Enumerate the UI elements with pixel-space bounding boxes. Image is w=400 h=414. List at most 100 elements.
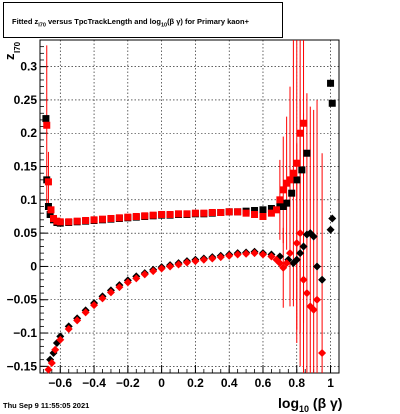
- x-tick-label: −0.2: [116, 376, 140, 390]
- diamond-marker: [90, 301, 99, 310]
- y-tick-label: −0.15: [7, 359, 38, 373]
- diamond-marker: [51, 345, 60, 354]
- square-marker: [293, 159, 301, 167]
- diamond-marker: [282, 259, 291, 268]
- square-marker: [56, 218, 64, 226]
- y-tick-label: 0.3: [20, 60, 37, 74]
- diamond-marker: [64, 325, 73, 334]
- diamond-marker: [47, 359, 56, 368]
- y-axis-title-sub: I70: [13, 41, 22, 53]
- diamond-marker: [326, 225, 335, 234]
- square-marker: [107, 214, 115, 222]
- x-tick-label: 1: [327, 376, 334, 390]
- diamond-marker: [140, 270, 149, 279]
- square-marker: [276, 196, 284, 204]
- square-marker: [47, 206, 55, 214]
- x-tick-label: 0.6: [255, 376, 272, 390]
- square-marker: [115, 214, 123, 222]
- square-marker: [296, 129, 304, 137]
- data-markers: [42, 79, 337, 374]
- chart-title-box: Fitted zI70 versus TpcTrackLength and lo…: [3, 2, 283, 38]
- square-marker: [279, 186, 287, 194]
- diamond-marker: [242, 249, 251, 258]
- diamond-marker: [313, 262, 322, 271]
- diamond-marker: [299, 242, 308, 251]
- chart-title: Fitted zI70 versus TpcTrackLength and lo…: [12, 17, 249, 29]
- diamond-marker: [166, 262, 175, 271]
- square-marker: [283, 199, 291, 207]
- square-marker: [251, 206, 259, 214]
- square-marker: [300, 119, 308, 127]
- diamond-marker: [149, 267, 158, 276]
- x-tick-label: 0.8: [288, 376, 305, 390]
- y-tick-label: 0.05: [14, 226, 38, 240]
- diamond-marker: [279, 263, 288, 272]
- diamond-marker: [182, 258, 191, 267]
- square-marker: [124, 213, 132, 221]
- square-marker: [303, 149, 311, 157]
- square-marker: [272, 206, 280, 214]
- square-marker: [259, 206, 267, 214]
- square-marker: [328, 99, 336, 107]
- square-marker: [44, 178, 52, 186]
- diamond-marker: [292, 255, 301, 264]
- diamond-marker: [132, 274, 141, 283]
- y-tick-label: 0: [30, 259, 37, 273]
- diamond-marker: [233, 250, 242, 259]
- title-z-subscript: I70: [38, 22, 46, 29]
- square-marker: [132, 212, 140, 220]
- diamond-marker: [199, 255, 208, 264]
- square-marker: [82, 216, 90, 224]
- square-marker: [141, 212, 149, 220]
- diamond-marker: [299, 275, 308, 284]
- square-marker: [293, 176, 301, 184]
- diamond-marker: [275, 259, 284, 268]
- y-tick-label: 0.25: [14, 93, 38, 107]
- diamond-marker: [106, 288, 115, 297]
- diamond-marker: [115, 283, 124, 292]
- diamond-marker: [98, 294, 107, 303]
- diamond-marker: [44, 365, 53, 374]
- y-tick-label: 0.1: [20, 193, 37, 207]
- square-marker: [183, 210, 191, 218]
- square-marker: [259, 212, 267, 220]
- x-tick-label: 0.2: [187, 376, 204, 390]
- square-marker: [225, 208, 233, 216]
- square-marker: [166, 210, 174, 218]
- square-marker: [234, 208, 242, 216]
- tick-labels: −0.6 −0.4 −0.2 0 0.2 0.4 0.6 0.8 1 −0.15 −0.1 −0.05…: [7, 60, 335, 390]
- diamond-marker: [174, 260, 183, 269]
- square-marker: [73, 217, 81, 225]
- y-tick-label: −0.1: [13, 326, 37, 340]
- y-axis-title-z: z: [2, 53, 17, 60]
- diamond-marker: [267, 252, 276, 261]
- diamond-marker: [191, 257, 200, 266]
- title-prefix: Fitted z: [12, 17, 39, 26]
- square-marker: [65, 218, 73, 226]
- square-marker: [90, 216, 98, 224]
- square-marker: [242, 209, 250, 217]
- y-tick-label: 0.15: [14, 160, 38, 174]
- square-marker: [327, 79, 335, 87]
- diamond-marker: [258, 250, 267, 259]
- diamond-marker: [302, 289, 311, 298]
- diamond-marker: [318, 349, 327, 358]
- x-tick-label: −0.4: [82, 376, 106, 390]
- grid-lines: [40, 40, 339, 373]
- square-marker: [288, 189, 296, 197]
- square-marker: [200, 209, 208, 217]
- diamond-marker: [309, 232, 318, 241]
- square-marker: [149, 211, 157, 219]
- square-marker: [289, 169, 297, 177]
- diamond-marker: [309, 305, 318, 314]
- square-marker: [208, 208, 216, 216]
- diamond-marker: [250, 249, 259, 258]
- diamond-marker: [318, 275, 327, 284]
- diamond-marker: [56, 335, 65, 344]
- title-log-subscript: 10: [160, 22, 168, 29]
- plot-frame: [39, 39, 340, 374]
- square-marker: [267, 209, 275, 217]
- square-marker: [175, 210, 183, 218]
- diamond-marker: [123, 278, 132, 287]
